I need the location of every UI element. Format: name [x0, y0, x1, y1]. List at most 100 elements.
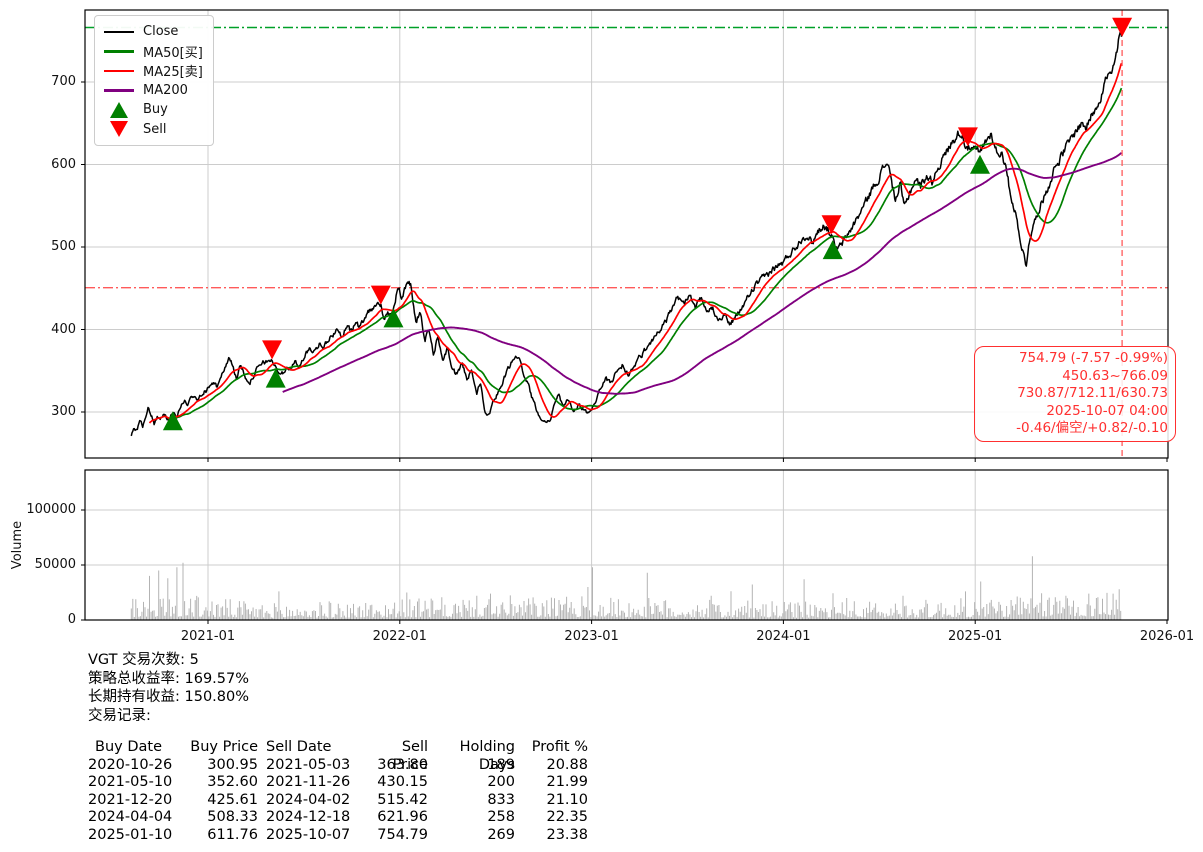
- table-row: 2021-12-20 425.61 2024-04-02 515.42 833 21.10: [88, 792, 588, 810]
- table-cell: 200: [487, 774, 515, 790]
- table-cell: 258: [487, 809, 515, 825]
- sell-marker: [262, 340, 283, 360]
- table-cell: 21.99: [546, 774, 588, 790]
- table-cell: 2024-04-02: [266, 791, 351, 808]
- line-swatch: [104, 89, 134, 92]
- price-panel: [85, 10, 1168, 458]
- table-cell: 833: [487, 791, 515, 808]
- table-cell: 22.35: [546, 809, 588, 825]
- buy-triangle-icon: [110, 101, 128, 118]
- table-cell: 2025-01-10: [88, 826, 173, 843]
- legend-line-swatch: [104, 89, 134, 92]
- legend-item: Sell: [104, 120, 203, 140]
- annotation-line-date: 2025-10-07 04:00: [1046, 402, 1168, 419]
- x-tick-label: 2026-01: [1139, 629, 1195, 644]
- legend-item-label: MA200: [143, 82, 188, 98]
- y-tick-label: 600: [51, 156, 76, 172]
- table-row: 2021-05-10 352.60 2021-11-26 430.15 200 21.99: [88, 774, 588, 792]
- legend-marker-swatch: [104, 101, 134, 118]
- table-header-cell: Buy Price: [190, 739, 258, 755]
- volume-panel: [85, 470, 1168, 620]
- annotation-line-mas: 730.87/712.11/630.73: [1017, 385, 1168, 401]
- annotation-line-price: 754.79 (-7.57 -0.99%): [1018, 350, 1168, 366]
- table-cell: 2021-05-03: [266, 756, 351, 773]
- summary-block: VGT 交易次数: 5 策略总收益率: 169.57% 长期持有收益: 150.…: [88, 651, 249, 725]
- sell-marker: [957, 127, 978, 147]
- table-header-cell: Buy Date: [95, 739, 162, 755]
- legend: Close MA50[买] MA25[卖] MA200 Buy Sell: [94, 15, 214, 146]
- table-cell: 300.95: [207, 756, 258, 773]
- sell-marker: [1112, 17, 1133, 37]
- trade-records-table: Buy Date Buy Price Sell Date Sell Price Hold…: [88, 739, 588, 844]
- table-row: 2025-01-10 611.76 2025-10-07 754.79 269 23.38: [88, 827, 588, 845]
- table-cell: 21.10: [546, 791, 588, 808]
- legend-line-swatch: [104, 30, 134, 33]
- legend-item: MA50[买]: [104, 42, 203, 62]
- volume-tick-label: 50000: [34, 557, 76, 572]
- ma-line-25: [148, 62, 1123, 424]
- legend-marker-swatch: [104, 121, 134, 138]
- ma-line-50: [168, 87, 1123, 422]
- table-cell: 23.38: [546, 826, 588, 843]
- table-header-cell: Profit %: [531, 739, 588, 755]
- legend-item: Close: [104, 22, 203, 42]
- axes-frame: [84, 9, 1169, 459]
- legend-item-label: Buy: [143, 102, 168, 118]
- legend-line-swatch: [104, 69, 134, 72]
- sell-marker: [821, 215, 842, 235]
- table-cell: 2024-04-04: [88, 809, 173, 825]
- legend-item-label: Sell: [143, 121, 167, 137]
- annotation-box: 754.79 (-7.57 -0.99%) 450.63~766.09 730.…: [974, 346, 1176, 442]
- table-header-cell: Sell Price: [392, 739, 428, 773]
- x-tick-label: 2024-01: [756, 629, 811, 644]
- legend-item-label: MA50[买]: [143, 45, 203, 61]
- volume-tick-label: 0: [67, 612, 76, 627]
- table-header-cell: Sell Date: [266, 739, 332, 755]
- table-cell: 363.80: [377, 756, 428, 773]
- buy-marker: [383, 308, 404, 328]
- table-cell: 269: [487, 826, 515, 843]
- table-cell: 2021-12-20: [88, 791, 173, 808]
- table-cell: 754.79: [377, 826, 428, 843]
- buy-marker: [822, 240, 843, 260]
- summary-line-records-title: 交易记录:: [88, 707, 151, 724]
- table-cell: 189: [487, 756, 515, 773]
- table-cell: 2024-12-18: [266, 809, 351, 825]
- summary-line-hold-return: 长期持有收益: 150.80%: [88, 689, 250, 705]
- volume-tick-label: 100000: [26, 502, 76, 517]
- table-row: 2020-10-26 300.95 2021-05-03 363.80 189 20.88: [88, 757, 588, 775]
- table-cell: 425.61: [207, 791, 258, 808]
- legend-item-label: MA25[卖]: [143, 65, 203, 81]
- x-tick-label: 2022-01: [372, 629, 427, 644]
- y-tick-label: 700: [51, 74, 76, 89]
- legend-item-label: Close: [143, 24, 179, 40]
- y-tick-label: 300: [51, 404, 76, 419]
- table-header-row: Buy Date Buy Price Sell Date Sell Price Hold…: [88, 739, 588, 773]
- table-cell: 352.60: [207, 774, 258, 790]
- table-cell: 20.88: [546, 756, 588, 773]
- axes-frame: [84, 469, 1169, 621]
- table-cell: 508.33: [207, 809, 258, 825]
- table-cell: 430.15: [377, 774, 428, 790]
- y-tick-label: 500: [51, 239, 76, 254]
- table-cell: 515.42: [377, 791, 428, 808]
- legend-item: MA25[卖]: [104, 61, 203, 81]
- buy-marker: [162, 411, 183, 431]
- legend-item: Buy: [104, 100, 203, 120]
- table-cell: 2021-11-26: [266, 774, 351, 790]
- x-tick-label: 2021-01: [180, 629, 236, 644]
- table-cell: 2025-10-07: [266, 826, 351, 843]
- x-tick-label: 2023-01: [564, 629, 619, 644]
- legend-line-swatch: [104, 50, 134, 53]
- sell-triangle-icon: [110, 121, 128, 138]
- close-line: [130, 28, 1123, 437]
- volume-bars: [130, 556, 1122, 620]
- summary-line-trade-count: VGT 交易次数: 5: [88, 652, 199, 668]
- ma-line-200: [282, 152, 1123, 395]
- buy-marker: [969, 154, 990, 174]
- y-tick-label: 400: [51, 321, 76, 337]
- sell-marker: [370, 285, 391, 305]
- table-cell: 2021-05-10: [88, 774, 173, 790]
